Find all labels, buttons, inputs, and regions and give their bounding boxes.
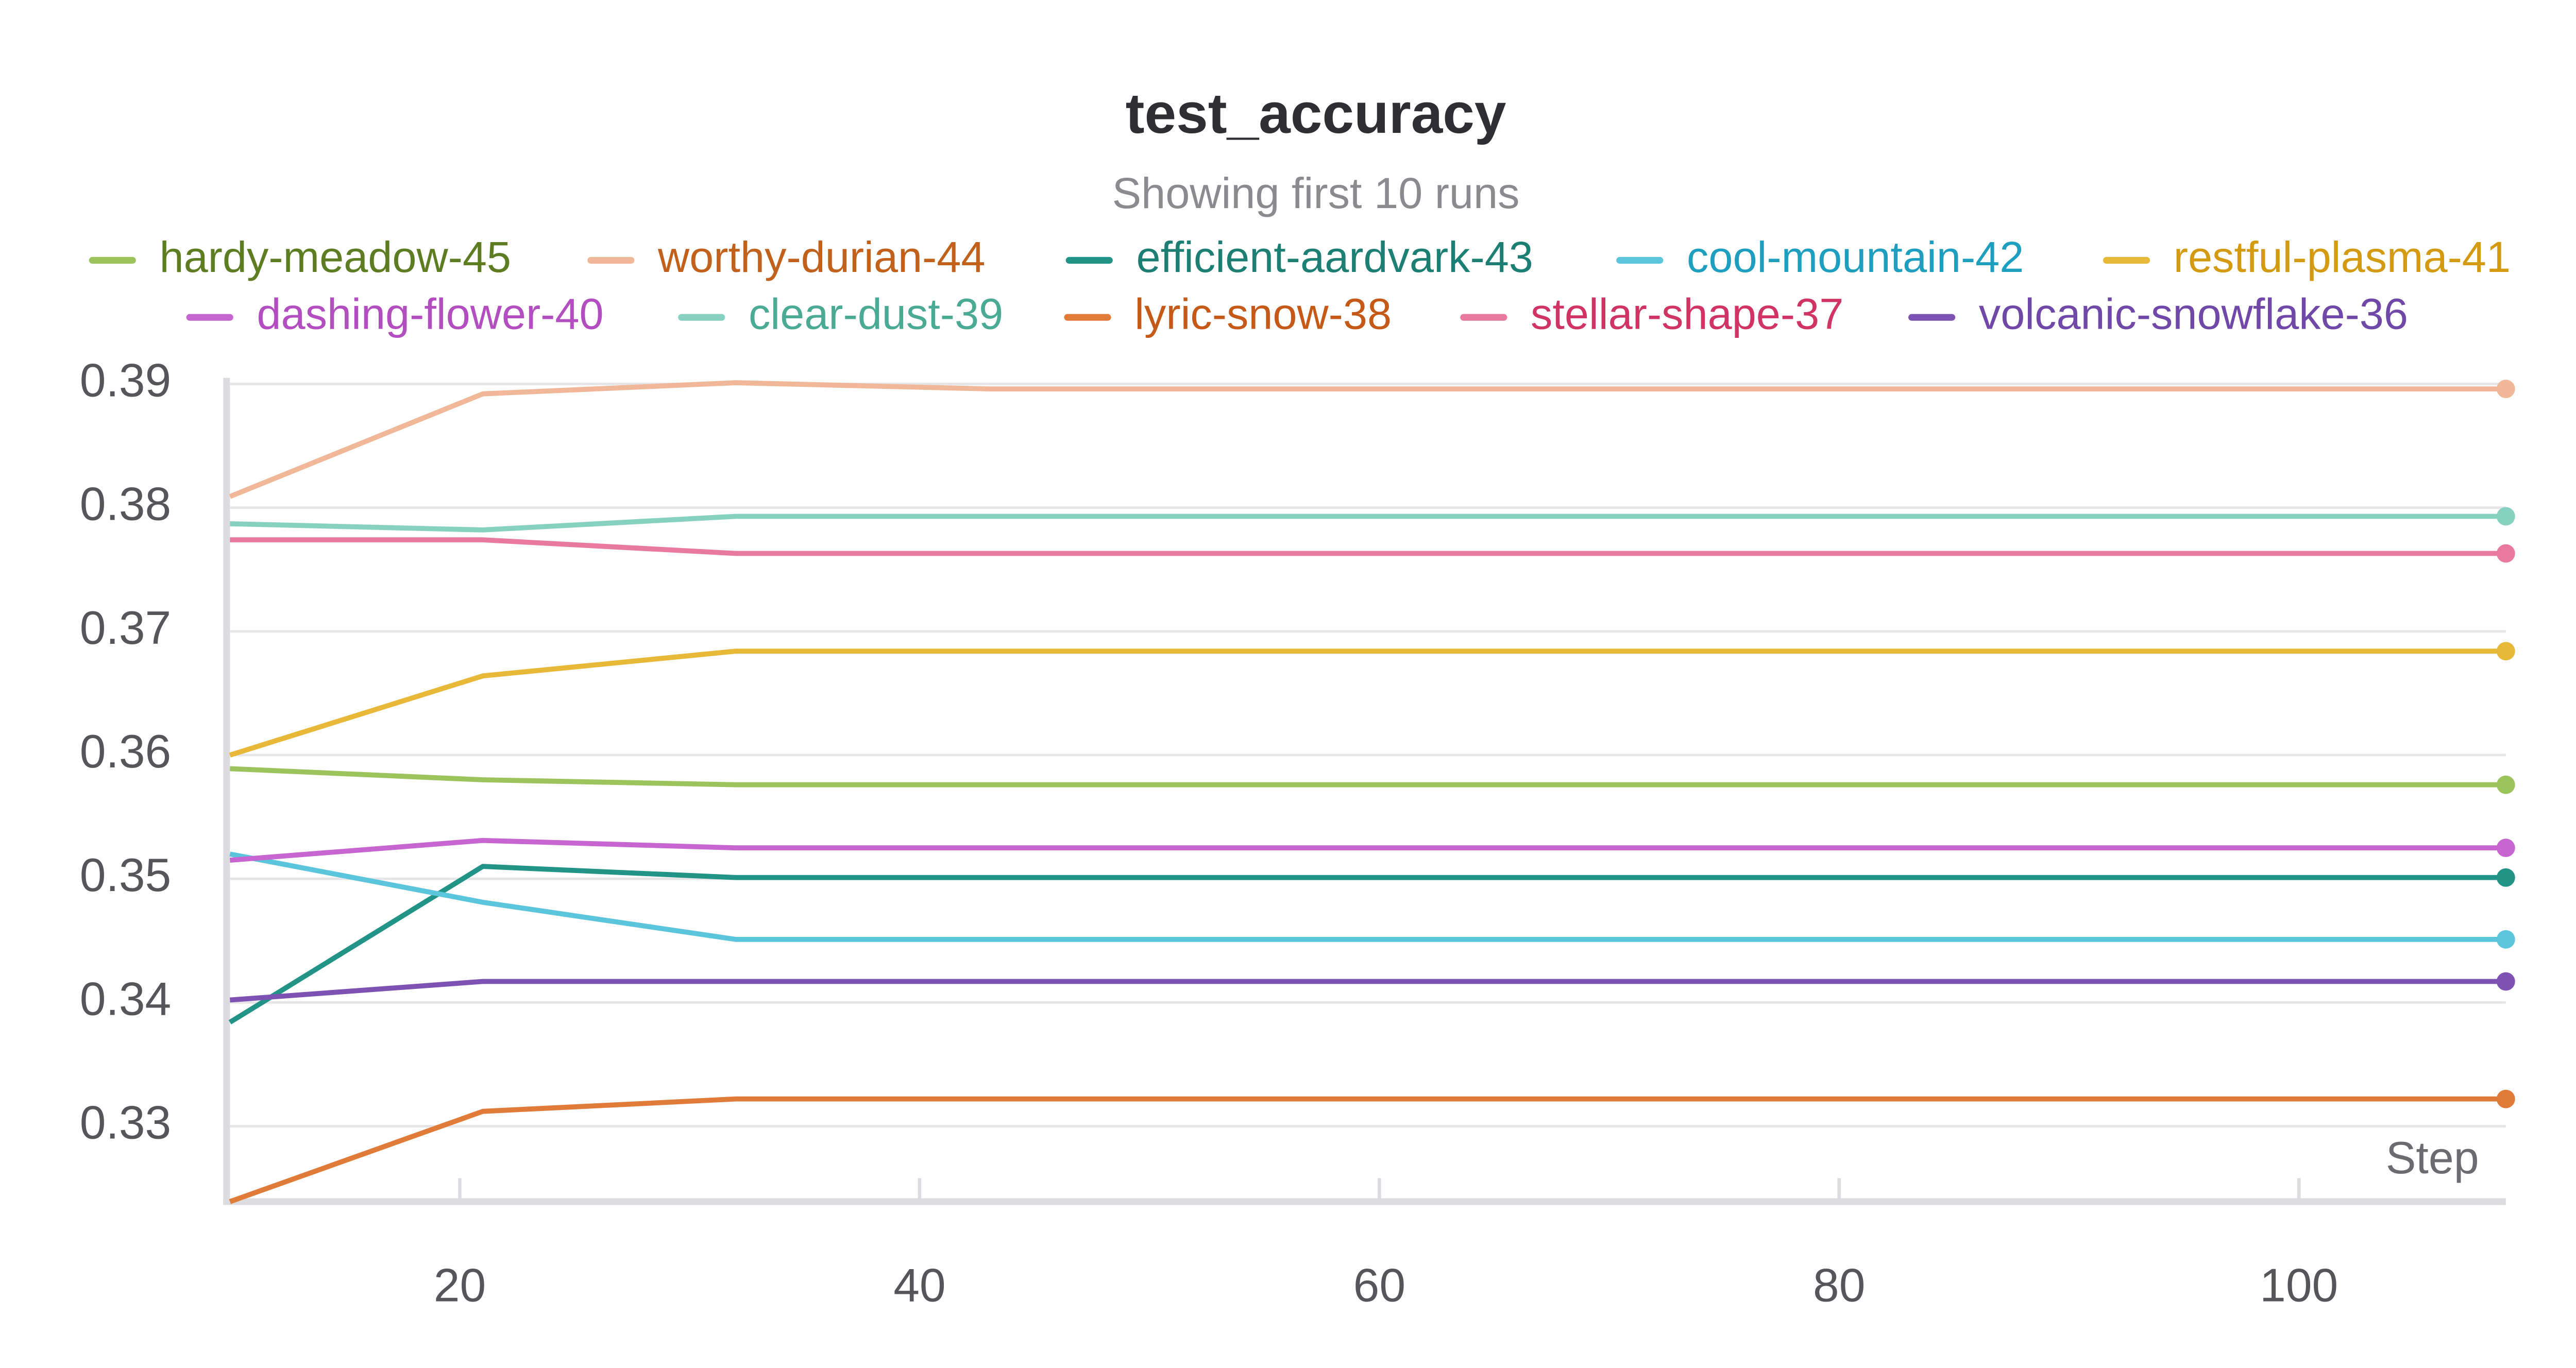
- end-point: [2496, 868, 2515, 887]
- x-tick-label: 60: [1353, 1259, 1405, 1312]
- end-point: [2496, 642, 2515, 661]
- series-line: [228, 864, 2506, 1024]
- x-tick-label: 40: [893, 1259, 945, 1312]
- end-point: [2496, 507, 2515, 526]
- end-point: [2496, 839, 2515, 858]
- legend-label: clear-dust-39: [749, 289, 1003, 338]
- y-tick-label: 0.35: [80, 849, 172, 901]
- end-point: [2496, 544, 2515, 563]
- series-line: [229, 380, 2506, 499]
- end-point: [2496, 930, 2515, 949]
- series-line: [229, 851, 2506, 942]
- y-tick-label: 0.36: [80, 725, 172, 778]
- series-line: [229, 1096, 2506, 1204]
- y-tick-label: 0.37: [80, 602, 172, 654]
- end-point: [2496, 972, 2515, 991]
- legend-label: cool-mountain-42: [1687, 232, 2024, 281]
- legend-label: dashing-flower-40: [257, 289, 603, 338]
- legend-label: worthy-durian-44: [657, 232, 985, 281]
- series-line: [229, 648, 2506, 758]
- series-line: [230, 514, 2506, 533]
- x-tick-label: 80: [1813, 1259, 1865, 1312]
- chart-subtitle: Showing first 10 runs: [1112, 168, 1520, 217]
- y-tick-label: 0.38: [80, 478, 172, 531]
- y-tick-label: 0.34: [80, 972, 172, 1025]
- x-tick-label: 100: [2260, 1259, 2338, 1312]
- x-tick-label: 20: [434, 1259, 486, 1312]
- series-line: [229, 979, 2506, 1003]
- legend-label: hardy-meadow-45: [159, 232, 511, 281]
- legend-label: lyric-snow-38: [1134, 289, 1392, 338]
- legend-label: stellar-shape-37: [1531, 289, 1843, 338]
- series-line: [230, 766, 2506, 788]
- legend-label: restful-plasma-41: [2174, 232, 2511, 281]
- y-tick-label: 0.33: [80, 1097, 172, 1149]
- y-tick-label: 0.39: [80, 354, 172, 407]
- chart-title: test_accuracy: [1126, 82, 1506, 145]
- series-line: [230, 537, 2506, 556]
- legend-label: volcanic-snowflake-36: [1979, 289, 2408, 338]
- series-line: [229, 837, 2506, 863]
- end-point: [2496, 775, 2515, 794]
- legend-label: efficient-aardvark-43: [1136, 232, 1533, 281]
- end-point: [2496, 380, 2515, 398]
- end-point: [2496, 1089, 2515, 1108]
- x-axis-label: Step: [2386, 1132, 2479, 1183]
